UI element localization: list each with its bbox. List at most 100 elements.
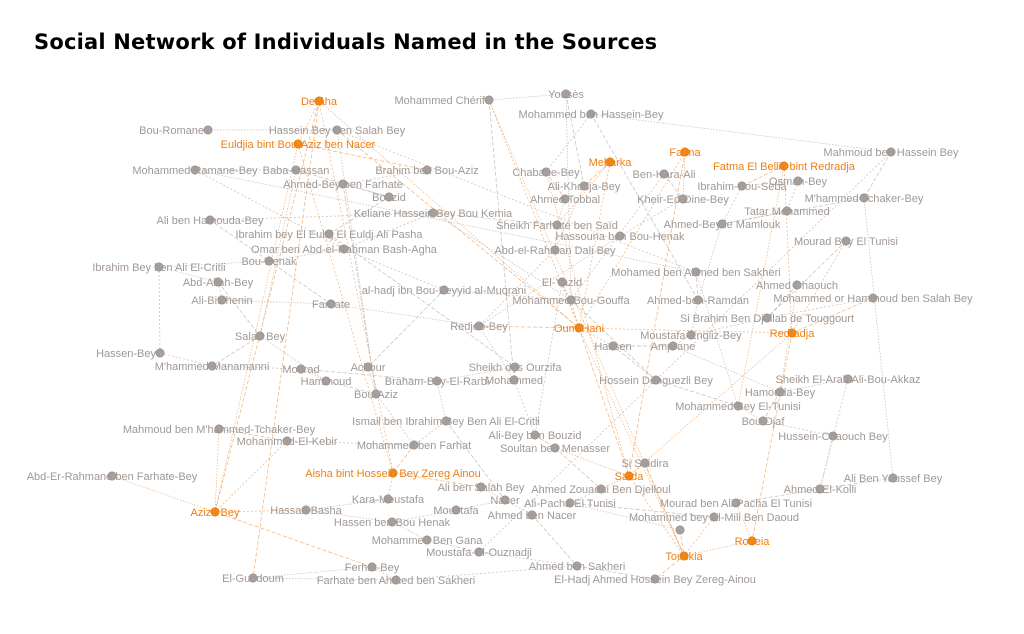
node-n74[interactable]: Mohammed ben Farhat xyxy=(357,440,471,452)
node-dot[interactable] xyxy=(680,147,690,157)
node-dot[interactable] xyxy=(203,125,213,135)
node-dot[interactable] xyxy=(391,575,401,585)
node-n24[interactable]: M'hammed-Tchaker-Bey xyxy=(805,193,924,205)
node-n20[interactable]: Ibrahim-Bou-Seba xyxy=(697,181,787,193)
node-n28[interactable]: Sheikh Farhate ben Saïd xyxy=(496,220,618,232)
node-n19[interactable]: Ali-Khodja-Bey xyxy=(548,181,621,193)
node-n53[interactable]: Hassen-Bey xyxy=(96,348,165,360)
node-n16[interactable]: Ben-Hara-Ali xyxy=(633,169,696,181)
node-n98[interactable]: Ferhat-Bey xyxy=(345,562,400,574)
node-n100[interactable]: El-Guedoum xyxy=(222,573,284,585)
node-n01[interactable]: Yousès xyxy=(548,89,584,101)
node-n45[interactable]: Mohammed or Hammoud ben Salah Bey xyxy=(773,293,973,305)
node-dot[interactable] xyxy=(737,181,747,191)
node-dot[interactable] xyxy=(282,436,292,446)
node-dot[interactable] xyxy=(762,313,772,323)
node-dot[interactable] xyxy=(388,468,398,478)
node-n93[interactable]: Mohammed bey El-Mili Ben Daoud xyxy=(629,512,799,524)
node-n13[interactable]: Baba-Hassan xyxy=(263,165,330,177)
node-dot[interactable] xyxy=(640,458,650,468)
node-dot[interactable] xyxy=(484,95,494,105)
node-n60[interactable]: Hammoud xyxy=(301,376,352,388)
node-dot[interactable] xyxy=(733,401,743,411)
node-n62[interactable]: Mohammed xyxy=(485,375,543,387)
node-n65[interactable]: Bou-Aziz xyxy=(354,389,398,401)
node-n35[interactable]: Bou-Henak xyxy=(241,256,297,268)
node-n14[interactable]: Brahim ben Bou-Aziz xyxy=(375,165,478,177)
node-dot[interactable] xyxy=(107,471,117,481)
node-dot[interactable] xyxy=(596,484,606,494)
node-n52[interactable]: Redradja xyxy=(770,328,816,340)
node-dot[interactable] xyxy=(787,328,797,338)
node-dot[interactable] xyxy=(476,482,486,492)
node-dot[interactable] xyxy=(296,364,306,374)
node-dot[interactable] xyxy=(217,295,227,305)
node-dot[interactable] xyxy=(782,206,792,216)
node-dot[interactable] xyxy=(560,194,570,204)
node-dot[interactable] xyxy=(841,236,851,246)
node-dot[interactable] xyxy=(550,245,560,255)
node-n18[interactable]: Ahmed-Bey ben Farhate xyxy=(283,179,403,191)
node-n89[interactable]: Hassan Basha xyxy=(270,505,342,517)
node-n80[interactable]: Ali Ben Youssef Bey xyxy=(844,473,943,485)
node-n03[interactable]: Mohammed ben Hassein-Bey xyxy=(519,109,664,121)
node-dot[interactable] xyxy=(339,244,349,254)
node-n95[interactable]: Roneia xyxy=(735,536,771,548)
node-n31[interactable]: Hassouna ben Bou-Henak xyxy=(555,231,685,243)
node-n59[interactable]: Sheikh des Ourzifa xyxy=(469,362,563,374)
node-n38[interactable]: Abd-Allah-Bey xyxy=(183,277,254,289)
node-n55[interactable]: Amprane xyxy=(651,341,696,353)
node-n76[interactable]: Si Saidira xyxy=(621,458,669,470)
node-n66[interactable]: Hamouda-Bey xyxy=(745,387,816,399)
node-n34[interactable]: Abd-el-Rahman Dali Bey xyxy=(494,245,616,257)
node-n10[interactable]: Mebarka xyxy=(589,157,633,169)
node-dot[interactable] xyxy=(422,165,432,175)
node-n44[interactable]: Ahmed-ben-Ramdan xyxy=(647,295,749,307)
node-dot[interactable] xyxy=(210,507,220,517)
node-dot[interactable] xyxy=(693,295,703,305)
node-dot[interactable] xyxy=(474,547,484,557)
node-dot[interactable] xyxy=(792,280,802,290)
node-n90[interactable]: Moustafa xyxy=(433,505,479,517)
node-dot[interactable] xyxy=(572,561,582,571)
node-n82[interactable]: Ahmed Zouaoui Ben Djelloul xyxy=(531,484,670,496)
node-dot[interactable] xyxy=(691,267,701,277)
node-dot[interactable] xyxy=(324,229,334,239)
node-dot[interactable] xyxy=(541,167,551,177)
node-dot[interactable] xyxy=(500,495,510,505)
node-dot[interactable] xyxy=(779,161,789,171)
node-dot[interactable] xyxy=(686,330,696,340)
node-dot[interactable] xyxy=(409,440,419,450)
node-n06[interactable]: Hassein Bey ben Salah Bey xyxy=(269,125,406,137)
node-n103[interactable] xyxy=(675,525,685,535)
node-n46[interactable]: Farhate xyxy=(312,299,350,311)
node-dot[interactable] xyxy=(332,125,342,135)
node-dot[interactable] xyxy=(214,424,224,434)
node-dot[interactable] xyxy=(859,193,869,203)
node-n36[interactable]: Ibrahim Bey ben Ali El-Critli xyxy=(92,262,225,274)
node-n43[interactable]: Mohammed Bou-Gouffa xyxy=(512,295,630,307)
node-dot[interactable] xyxy=(650,574,660,584)
node-dot[interactable] xyxy=(731,498,741,508)
node-n07[interactable]: Euldjia bint Bou-Aziz ben Nacer xyxy=(221,139,376,151)
node-n09[interactable]: Fatma xyxy=(669,147,701,159)
node-dot[interactable] xyxy=(326,299,336,309)
node-dot[interactable] xyxy=(314,96,324,106)
node-dot[interactable] xyxy=(675,525,685,535)
node-n42[interactable]: Ali-Bitchenin xyxy=(191,295,252,307)
node-n91[interactable]: Ahmed ben Nacer xyxy=(488,510,577,522)
node-dot[interactable] xyxy=(291,165,301,175)
node-dot[interactable] xyxy=(651,375,661,385)
node-dot[interactable] xyxy=(793,176,803,186)
node-dot[interactable] xyxy=(586,109,596,119)
node-dot[interactable] xyxy=(509,375,519,385)
node-dot[interactable] xyxy=(363,362,373,372)
node-dot[interactable] xyxy=(758,416,768,426)
node-n23[interactable]: Kheir-Ed-Dine-Bey xyxy=(637,194,729,206)
node-n67[interactable]: Mohammed Bey El-Tunisi xyxy=(675,401,801,413)
node-dot[interactable] xyxy=(474,321,484,331)
node-n12[interactable]: Mohammed Ramane-Bey xyxy=(132,165,258,177)
node-dot[interactable] xyxy=(552,220,562,230)
node-dot[interactable] xyxy=(605,157,615,167)
node-dot[interactable] xyxy=(321,376,331,386)
